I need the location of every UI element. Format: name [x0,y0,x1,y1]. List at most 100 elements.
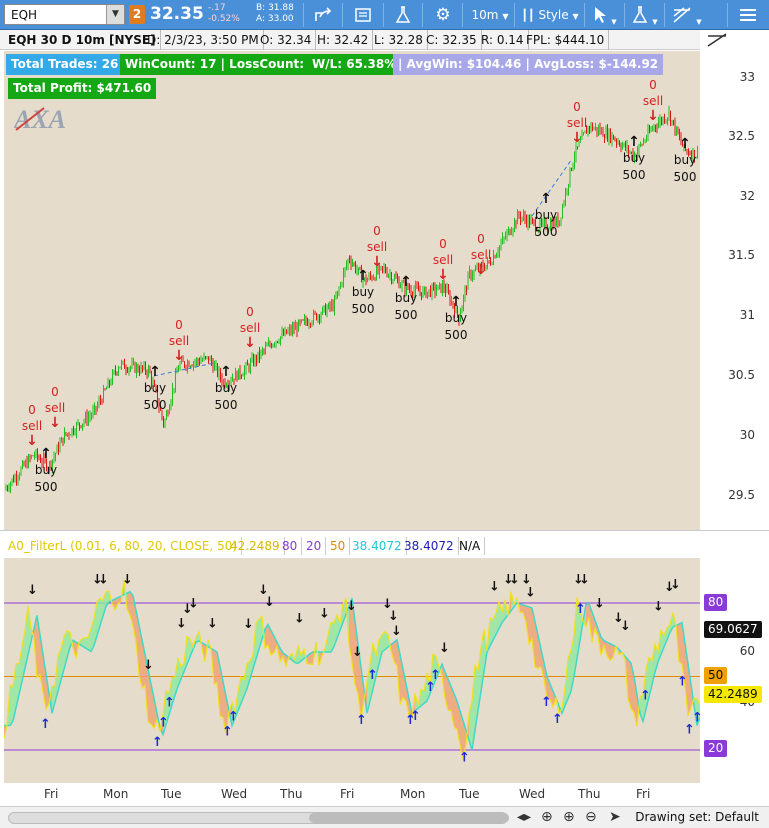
total-trades-label: Total Trades: 26 [6,54,123,75]
price-tick: 29.5 [728,488,755,502]
down-arrow-icon: ↓ [579,572,590,587]
buy-label: buy [614,150,654,166]
up-arrow-icon: ↑ [552,712,563,727]
time-tick: Wed [221,787,247,801]
chevron-down-icon: ▼ [502,12,508,21]
cursor-icon[interactable]: ▼ [590,3,620,27]
style-button[interactable]: ┃┃ Style ▼ [520,3,580,27]
time-tick: Tue [161,787,182,801]
buy-qty-label: 500 [665,169,705,185]
oscillator-chart[interactable]: ↓ ↓ ↓ ↓ ↓ ↓ ↓ ↓ ↓ ↓ ↓ ↓ ↓ ↓ ↓ ↓ ↓ ↓ ↓ ↓ ↓ ↓ ↓ ↓ ↓ ↓ ↓ ↓ ↓ ↓ ↓ ↓ ↓ ↑ ↑ ↑ ↑ ↑ ↑ ↑… [4,558,700,783]
chart-title: EQH 30 D 10m [NYSE] [4,30,161,50]
study-name[interactable]: A0_FilterL (0.01, 6, 80, 20, CLOSE, 50) [4,537,242,555]
flask-icon[interactable] [390,3,416,27]
sell-label: sell [423,252,463,268]
candlestick-icon: ┃┃ [521,9,534,22]
toolbar-separator [584,3,585,27]
axa-logo: AXA [14,106,70,135]
up-arrow-icon: ↑ [164,696,175,711]
sell-arrow-icon: ↓ [633,108,673,124]
time-axis[interactable]: Fri Mon Tue Wed Thu Fri Mon Tue Wed Thu … [4,784,700,806]
range-value: R: 0.14 [477,30,529,50]
link-group-badge[interactable]: 2 [129,5,145,24]
osc-tick: 60 [740,644,755,658]
up-arrow-icon: ↑ [692,710,700,725]
drawing-set-selector[interactable]: Drawing set: Default [635,810,759,824]
chevron-down-icon: ▼ [696,18,701,26]
time-tick: Fri [44,787,58,801]
time-tick: Thu [280,787,303,801]
buy-qty-label: 500 [343,301,383,317]
bar-date: D: 2/3/23, 3:50 PM [143,30,264,50]
pan-arrows-icon[interactable]: ◂▸ [517,809,531,825]
up-arrow-icon: ↑ [459,750,470,765]
chevron-down-icon: ▼ [611,18,616,26]
down-arrow-icon: ↓ [264,595,275,610]
study-value-3: 38.4072 [400,537,459,555]
notes-icon[interactable] [350,3,376,27]
oscillator-band [10,686,13,726]
down-arrow-icon: ↓ [388,609,399,624]
toolbar-separator [664,3,665,27]
fpl-value: FPL: $444.10 [522,30,609,50]
zoom-in-icon[interactable]: ⊕ [563,809,575,825]
sell-label: sell [557,115,597,131]
down-arrow-icon: ↓ [243,617,254,632]
up-arrow-icon: ↑ [222,724,233,739]
share-icon[interactable] [310,3,336,27]
total-profit-label: Total Profit: $471.60 [8,78,156,99]
scrollbar-thumb[interactable] [309,813,509,823]
horizontal-scrollbar[interactable] [8,812,508,824]
drawing-tool-icon[interactable] [706,32,728,52]
studies-flask-icon[interactable]: ▼ [630,3,660,27]
zoom-out-icon[interactable]: ⊖ [585,809,597,825]
buy-arrow-icon: ↑ [343,268,383,284]
win-loss-pct-label: W/L: 65.38% [307,54,401,75]
buy-arrow-icon: ↑ [386,274,426,290]
chevron-down-icon: ▼ [572,12,578,21]
up-arrow-icon: ↑ [152,735,163,750]
avg-win-loss-label: | AvgWin: $104.46 | AvgLoss: $-144.92 [393,54,663,75]
buy-arrow-icon: ↑ [26,446,66,462]
price-tick: 33 [740,70,755,84]
low-value: L: 32.28 [370,30,428,50]
price-tick: 32.5 [728,129,755,143]
gear-icon[interactable]: ⚙ [430,3,456,27]
buy-qty-label: 500 [614,167,654,183]
symbol-input[interactable]: EQH ▼ [4,4,125,25]
down-arrow-icon: ↓ [525,585,536,600]
up-arrow-icon: ↑ [677,674,688,689]
down-arrow-icon: ↓ [27,583,38,598]
crosshair-icon[interactable]: ⊕ [541,809,553,825]
drawings-icon[interactable]: ▼ [670,3,704,27]
price-change: -.17 -0.52% [208,3,240,25]
time-tick: Mon [103,787,128,801]
sell-qty-label: 0 [633,77,673,93]
mid-level-badge: 50 [704,667,727,684]
time-tick: Tue [459,787,480,801]
up-arrow-icon: ↑ [410,709,421,724]
chevron-down-icon[interactable]: ▼ [106,5,124,24]
up-arrow-icon: ↑ [430,668,441,683]
down-arrow-icon: ↓ [439,641,450,656]
down-arrow-icon: ↓ [207,617,218,632]
study-title-bar: A0_FilterL (0.01, 6, 80, 20, CLOSE, 50) … [4,536,700,556]
buy-qty-label: 500 [206,397,246,413]
study-value-4: N/A [455,537,485,555]
last-price: 32.35 [150,4,204,24]
pointer-icon[interactable]: ➤ [609,809,621,825]
buy-label: buy [343,284,383,300]
buy-arrow-icon: ↑ [526,191,566,207]
toolbar: EQH ▼ 2 32.35 -.17 -0.52% B: 31.88 A: 33… [0,0,769,30]
buy-label: buy [135,380,175,396]
change-value: -.17 [208,3,240,14]
menu-icon[interactable] [734,3,762,27]
down-arrow-icon: ↓ [352,645,363,660]
up-arrow-icon: ↑ [640,688,651,703]
buy-qty-label: 500 [386,307,426,323]
study-value-2: 38.4072 [348,537,407,555]
sell-label: sell [357,239,397,255]
up-arrow-icon: ↑ [541,695,552,710]
price-axis[interactable]: 33 32.5 32 31.5 31 30.5 30 29.5 [700,51,769,530]
timeframe-button[interactable]: 10m ▼ [468,3,512,27]
